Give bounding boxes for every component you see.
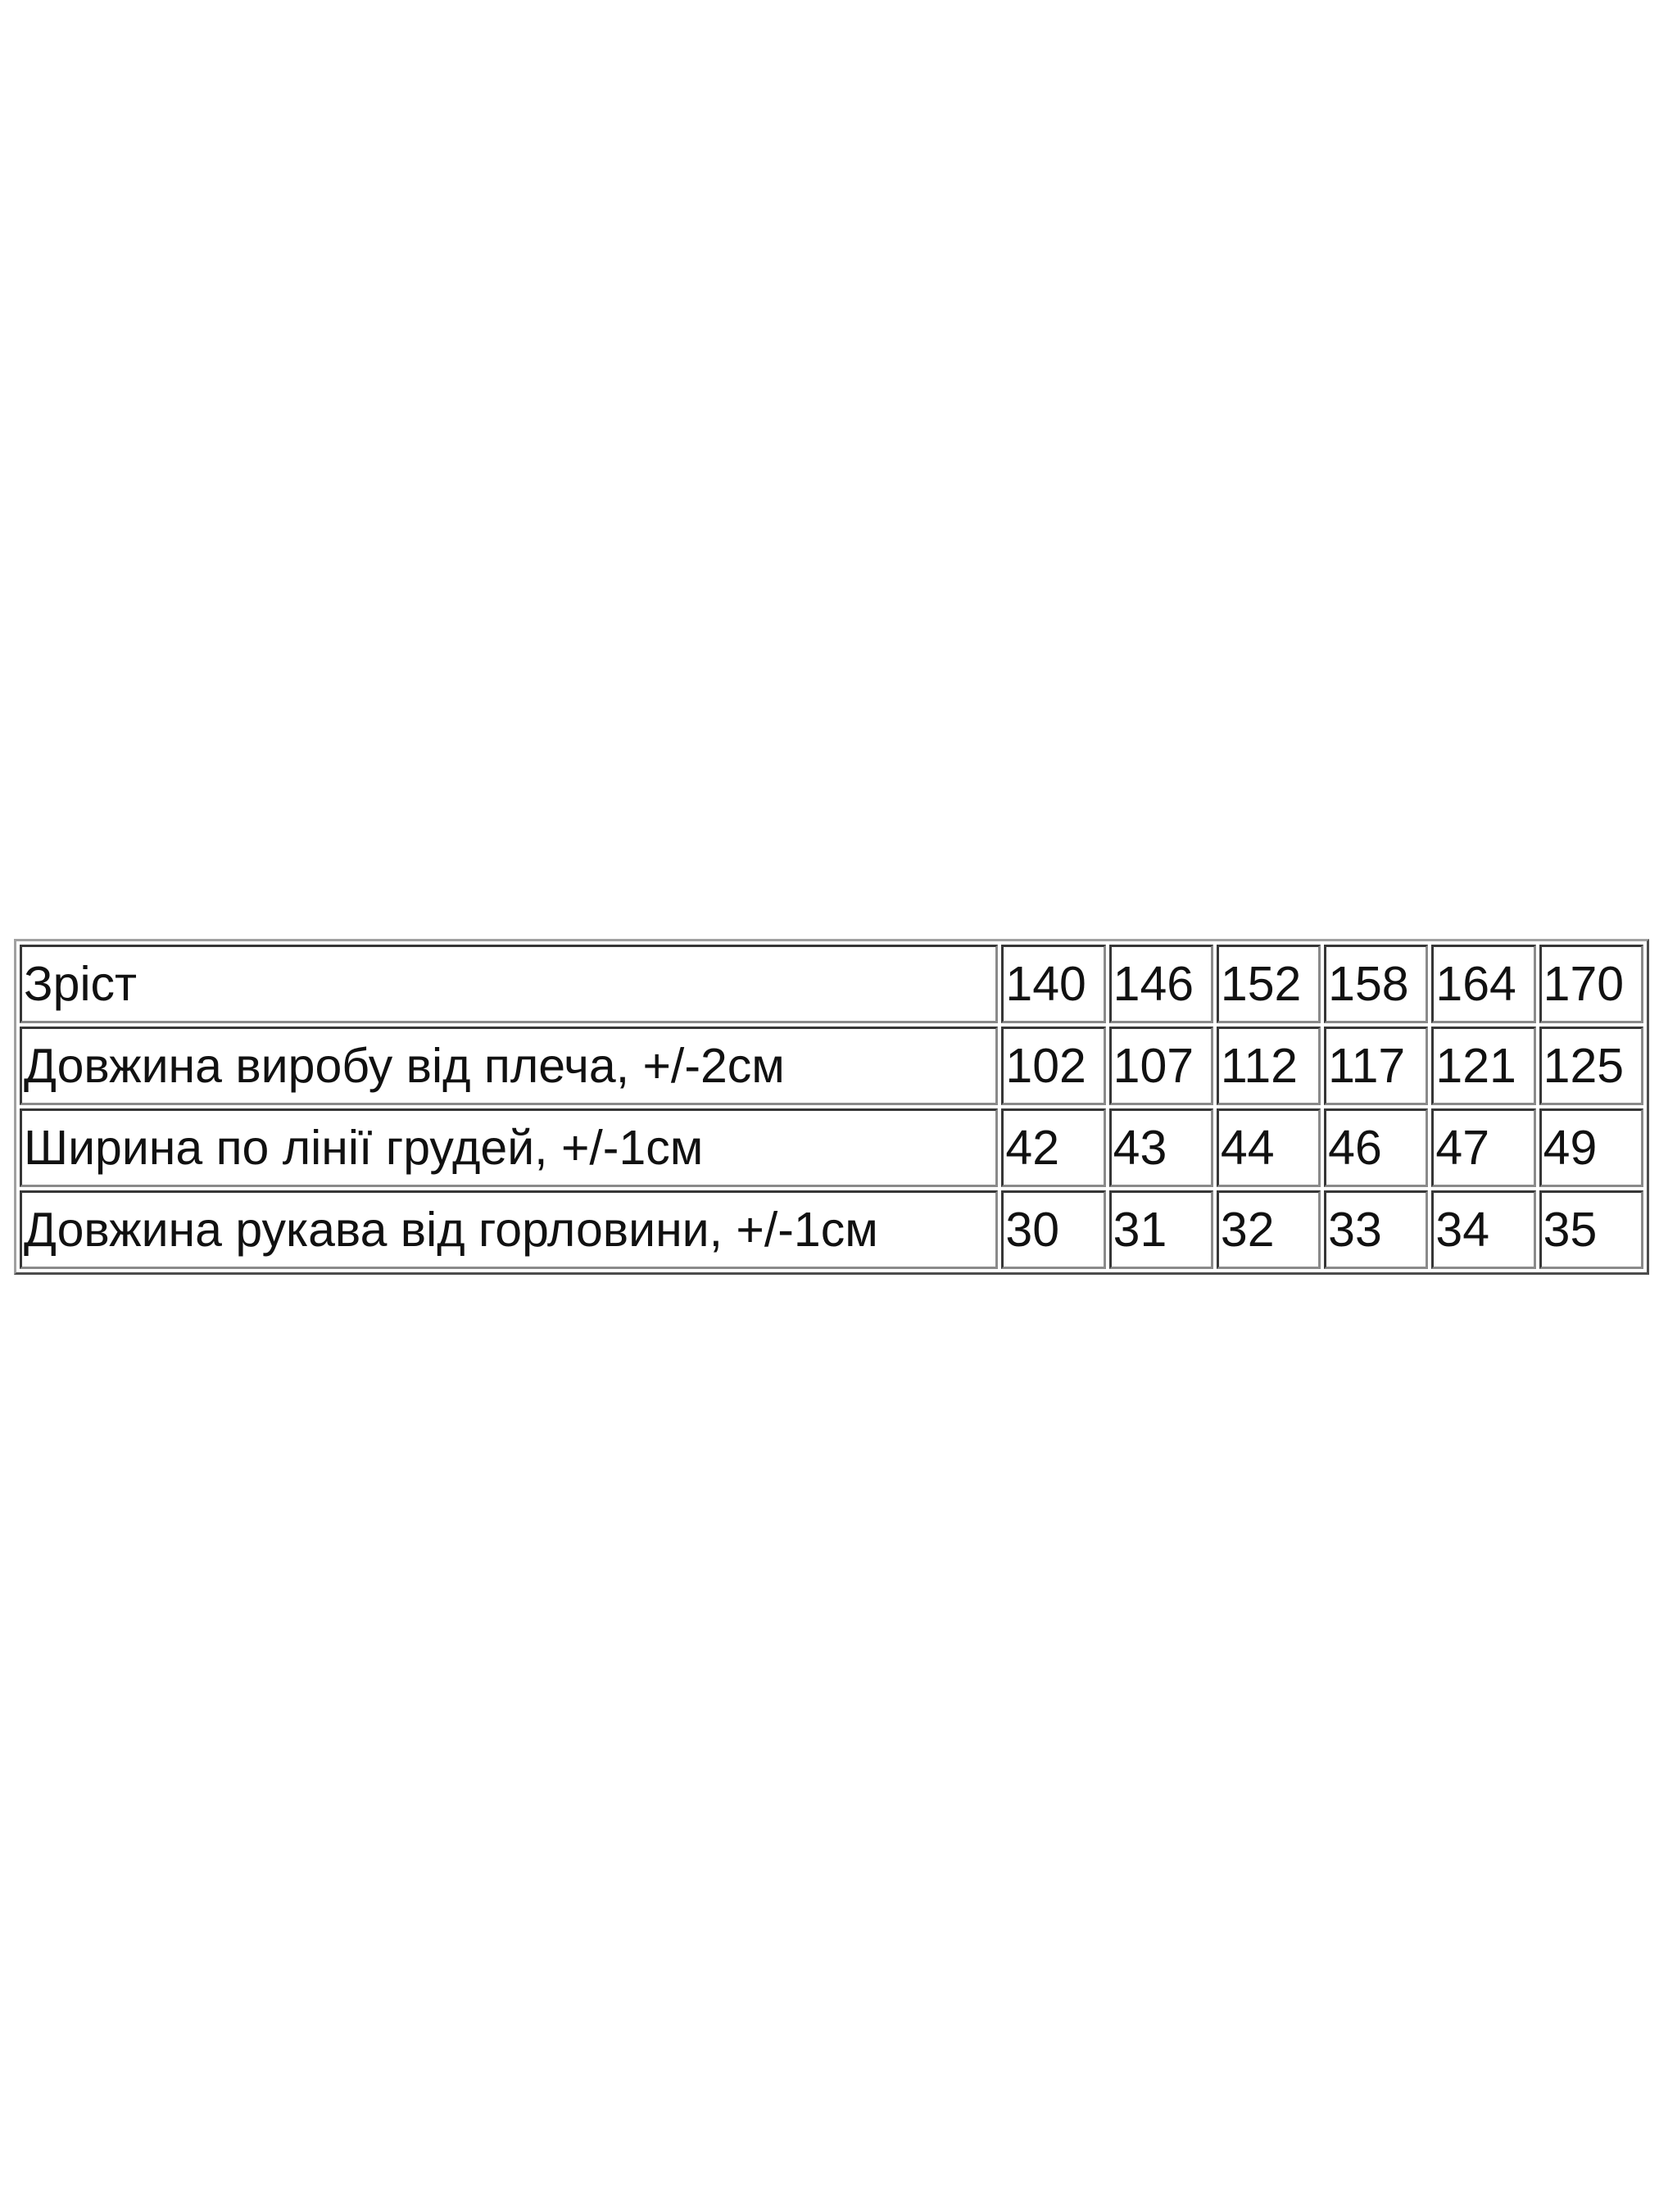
table-cell: 125 — [1539, 1027, 1643, 1105]
table-cell: 44 — [1216, 1108, 1321, 1187]
table-cell: 112 — [1216, 1027, 1321, 1105]
table-row: Зріст 140 146 152 158 164 170 — [20, 945, 1643, 1023]
table-cell: 102 — [1001, 1027, 1106, 1105]
row-label: Ширина по лінії грудей, +/-1см — [20, 1108, 999, 1187]
table-row: Ширина по лінії грудей, +/-1см 42 43 44 46 47… — [20, 1108, 1643, 1187]
table-row: Довжина рукава від горловини, +/-1см 30 31… — [20, 1190, 1643, 1269]
table-cell: 152 — [1216, 945, 1321, 1023]
table-cell: 35 — [1539, 1190, 1643, 1269]
table-cell: 31 — [1108, 1190, 1213, 1269]
row-label: Зріст — [20, 945, 999, 1023]
table-cell: 164 — [1431, 945, 1536, 1023]
table-cell: 140 — [1001, 945, 1106, 1023]
table-cell: 30 — [1001, 1190, 1106, 1269]
table-cell: 46 — [1324, 1108, 1429, 1187]
size-chart-table: Зріст 140 146 152 158 164 170 Довжина виробу ві… — [14, 939, 1649, 1275]
table-cell: 117 — [1324, 1027, 1429, 1105]
table-cell: 47 — [1431, 1108, 1536, 1187]
table-cell: 33 — [1324, 1190, 1429, 1269]
table-cell: 170 — [1539, 945, 1643, 1023]
table-cell: 32 — [1216, 1190, 1321, 1269]
row-label: Довжина рукава від горловини, +/-1см — [20, 1190, 999, 1269]
row-label: Довжина виробу від плеча, +/-2см — [20, 1027, 999, 1105]
table-cell: 146 — [1108, 945, 1213, 1023]
table-cell: 49 — [1539, 1108, 1643, 1187]
table-row: Довжина виробу від плеча, +/-2см 102 107 11… — [20, 1027, 1643, 1105]
table-cell: 42 — [1001, 1108, 1106, 1187]
table-cell: 107 — [1108, 1027, 1213, 1105]
table-cell: 158 — [1324, 945, 1429, 1023]
table-cell: 43 — [1108, 1108, 1213, 1187]
table-cell: 121 — [1431, 1027, 1536, 1105]
table-cell: 34 — [1431, 1190, 1536, 1269]
